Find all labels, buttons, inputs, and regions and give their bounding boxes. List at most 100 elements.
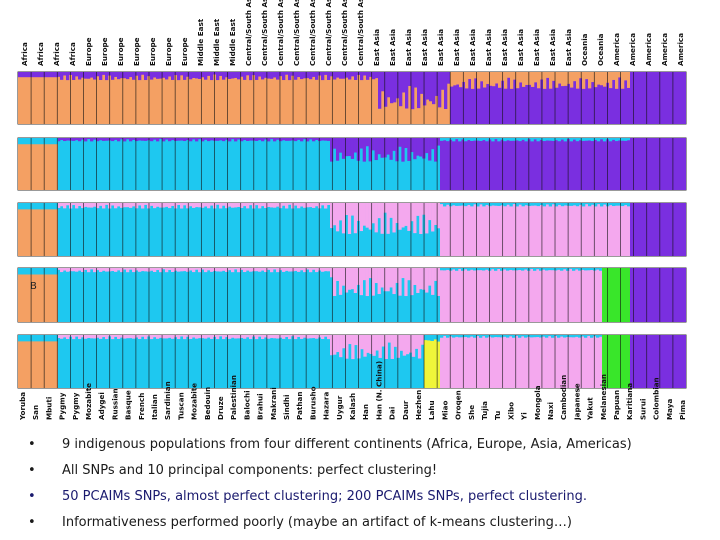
ancestry-bar — [368, 203, 372, 230]
ancestry-bar — [498, 72, 502, 88]
ancestry-bar — [261, 268, 265, 271]
ancestry-bar — [530, 268, 534, 270]
ancestry-bar — [398, 203, 402, 230]
ancestry-bar — [189, 268, 193, 271]
ancestry-bar — [75, 72, 79, 77]
ancestry-bar — [327, 268, 331, 272]
ancestry-bar — [216, 203, 220, 205]
ancestry-bar — [626, 138, 631, 141]
ancestry-bar — [506, 138, 510, 141]
ancestry-bar — [18, 138, 58, 145]
ancestry-bar — [372, 335, 376, 356]
ancestry-bar — [429, 72, 433, 102]
ancestry-bar — [144, 268, 148, 272]
ancestry-bar — [84, 72, 88, 79]
ancestry-bar — [312, 138, 316, 142]
ancestry-bar — [111, 268, 115, 272]
ancestry-bar — [630, 72, 686, 124]
ancestry-bar — [66, 138, 70, 141]
region-label: East Asia — [468, 29, 477, 66]
ancestry-bar — [413, 138, 417, 160]
ancestry-bar — [207, 203, 211, 209]
ancestry-bar — [599, 268, 603, 271]
ancestry-bar — [282, 72, 286, 81]
ancestry-bar — [222, 72, 226, 80]
ancestry-bar — [359, 268, 364, 296]
ancestry-bar — [237, 138, 241, 140]
ancestry-bar — [432, 72, 436, 105]
ancestry-bar — [563, 335, 567, 338]
ancestry-bar — [506, 203, 510, 205]
ancestry-bar — [78, 268, 82, 271]
ancestry-bar — [383, 138, 387, 158]
ancestry-bar — [132, 268, 136, 273]
ancestry-bar — [437, 138, 441, 146]
bullet-item: • Informativeness performed poorly (maybe… — [28, 512, 708, 538]
ancestry-bar — [467, 335, 471, 338]
ancestry-bar — [93, 335, 97, 339]
ancestry-bar — [404, 268, 408, 297]
ancestry-bar — [132, 203, 136, 207]
ancestry-bar — [431, 203, 435, 232]
ancestry-bar — [201, 335, 205, 339]
ancestry-bar — [591, 203, 595, 205]
ancestry-bar — [503, 335, 507, 337]
admixture-panel — [17, 267, 687, 323]
ancestry-bar — [575, 138, 580, 142]
ancestry-bar — [105, 138, 109, 141]
ancestry-bar — [362, 138, 366, 162]
ancestry-bar — [584, 335, 588, 338]
ancestry-bar — [72, 138, 76, 141]
ancestry-bar — [204, 268, 208, 273]
ancestry-bar — [360, 335, 364, 350]
ancestry-bar — [87, 335, 91, 338]
ancestry-bar — [374, 203, 378, 233]
region-label: East Asia — [548, 29, 557, 66]
ancestry-bar — [261, 72, 265, 80]
ancestry-bar — [105, 203, 109, 205]
ancestry-bar — [60, 138, 64, 141]
ancestry-bar — [543, 72, 547, 89]
ancestry-bar — [441, 72, 445, 90]
population-label: Adygei — [97, 392, 106, 420]
ancestry-bar — [497, 268, 501, 269]
region-label: Africa — [68, 42, 77, 66]
ancestry-bar — [60, 335, 64, 339]
ancestry-bar — [126, 138, 130, 140]
admixture-figure: Africa Africa Africa Africa Europe Europe Euro… — [17, 0, 687, 420]
ancestry-bar — [66, 335, 70, 340]
ancestry-bar — [380, 138, 384, 158]
ancestry-bar — [528, 72, 532, 85]
ancestry-bar — [135, 203, 139, 209]
ancestry-bar — [18, 72, 58, 78]
ancestry-bar — [494, 138, 498, 140]
ancestry-bar — [369, 72, 373, 77]
ancestry-bar — [303, 268, 307, 273]
ancestry-bar — [144, 335, 148, 340]
ancestry-bar — [234, 203, 238, 208]
ancestry-bar — [102, 72, 106, 75]
ancestry-bar — [264, 268, 268, 273]
ancestry-bar — [495, 72, 499, 84]
ancestry-bar — [362, 268, 366, 281]
ancestry-bar — [18, 203, 330, 256]
ancestry-bar — [449, 203, 453, 207]
ancestry-bar — [153, 72, 157, 78]
ancestry-bar — [306, 335, 310, 339]
ancestry-bar — [57, 335, 61, 339]
ancestry-bar — [557, 268, 561, 270]
ancestry-bar — [102, 203, 106, 209]
ancestry-bar — [590, 268, 594, 271]
ancestry-bar — [461, 138, 465, 140]
ancestry-bar — [383, 268, 387, 292]
ancestry-bar — [336, 335, 340, 353]
ancestry-bar — [231, 203, 235, 208]
ancestry-bar — [627, 72, 631, 88]
ancestry-bar — [228, 203, 232, 207]
ancestry-bar — [240, 72, 244, 77]
ancestry-bar — [407, 203, 411, 231]
ancestry-bar — [384, 335, 388, 359]
ancestry-bar — [420, 335, 425, 345]
ancestry-bar — [162, 138, 166, 142]
ancestry-bar — [620, 138, 625, 141]
